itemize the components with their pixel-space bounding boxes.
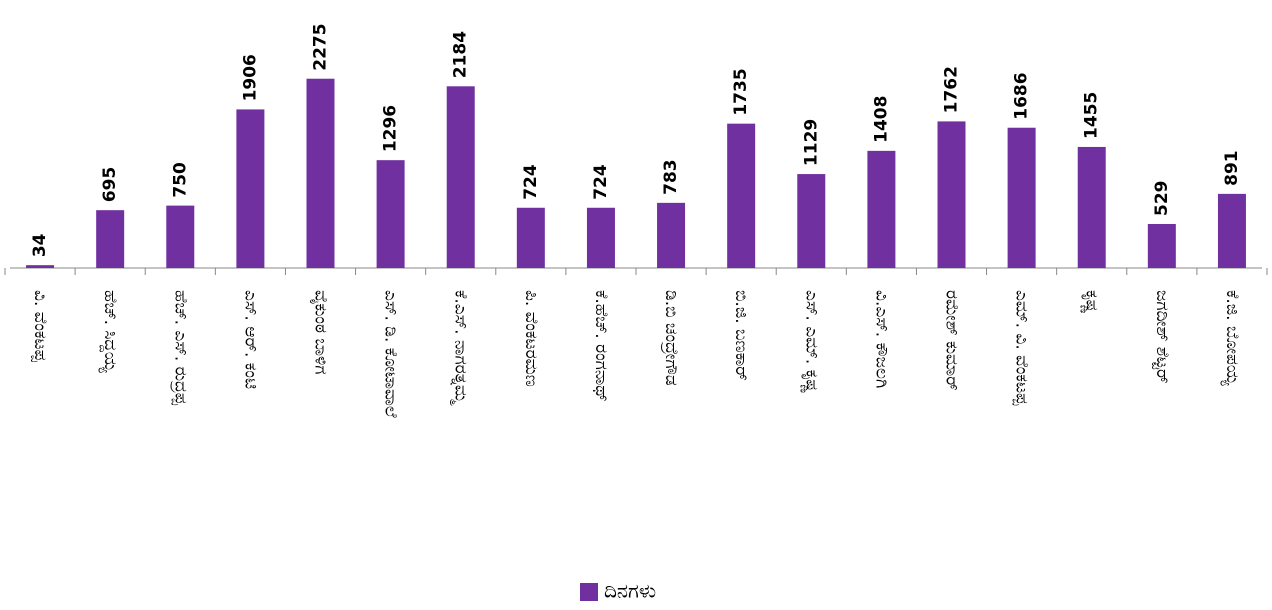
x-tick-label: ಜಗದೀಶ್ ಶೆಟ್ಟರ್ [1152, 290, 1172, 384]
bar [236, 109, 265, 268]
value-label: 783 [661, 159, 681, 195]
value-label: 1762 [942, 66, 962, 113]
value-label: 1455 [1082, 92, 1102, 139]
value-label: 750 [170, 162, 190, 198]
value-label: 34 [30, 233, 50, 257]
value-label: 1686 [1012, 72, 1032, 119]
x-tick-label: ಎಮ್. ವಿ. ವೆಂಕಟಪ್ಪ [1012, 290, 1032, 406]
bar [166, 205, 195, 268]
x-tick-label: ಕೃಷ್ಣ [1081, 290, 1102, 314]
bar [586, 207, 615, 268]
value-label: 1129 [801, 119, 821, 166]
x-tick-label: ಡಿ.ಬಿ ಚಂದ್ರೇಗೌಡ [661, 290, 681, 386]
value-label: 891 [1222, 150, 1242, 186]
x-tick-label: ವಿ.ಎಸ್. ಕೌಜಲಗಿ [871, 290, 891, 388]
x-tick-label: ವೈಕುಂಠ ಬಾಳಿಗ [310, 290, 331, 374]
legend-swatch [580, 583, 598, 601]
x-tick-label: ಹೆಚ್. ಸಿದ್ದಯ್ಯ [99, 290, 121, 373]
value-label: 1906 [240, 54, 260, 101]
bar [727, 123, 756, 268]
bar [306, 78, 335, 268]
bar [516, 207, 545, 268]
value-label: 724 [591, 164, 611, 200]
x-tick-label: ಕೆ.ಎಸ್. ನಾಗರತ್ನಮ್ಮ [450, 290, 471, 406]
x-tick-label: ರಮೇಶ್ ಕುಮಾರ್ [942, 290, 962, 391]
x-tick-label: ಹೆಚ್. ಎಸ್. ರುದ್ರಪ್ಪ [170, 290, 190, 406]
value-label: 1735 [731, 68, 751, 115]
value-label: 724 [521, 164, 541, 200]
bar [657, 202, 686, 268]
bar [867, 150, 896, 268]
bar [1217, 193, 1246, 268]
bar [446, 86, 475, 268]
x-tick-label: ಎಸ್. ಎಮ್. ಕೃಷ್ಣ [800, 290, 821, 393]
x-tick-label: ಪಿ. ವೆಂಕಟರಮಣ [521, 290, 541, 387]
bar [26, 265, 55, 268]
x-tick-label: ಕೆ.ಹೆಚ್. ರಂಗನಾಥ್ [591, 290, 611, 402]
legend-label: ದಿನಗಳು [604, 579, 656, 603]
bar [937, 121, 966, 268]
x-tick-label: ಕೆ.ಜಿ. ಬೋಪಯ್ಯ [1220, 290, 1242, 386]
bar [1007, 127, 1036, 269]
value-label: 1408 [871, 96, 891, 143]
value-label: 2184 [451, 31, 471, 78]
value-label: 1296 [381, 105, 401, 152]
x-tick-label: ವಿ. ವೆಂಕಟಪ್ಪ [30, 290, 50, 363]
value-label: 529 [1152, 180, 1172, 216]
bar [376, 160, 405, 268]
x-tick-label: ಎಸ್. ಡಿ. ಕೋಟಾವಾಲೆ [381, 290, 401, 418]
bar [797, 174, 826, 268]
value-label: 695 [100, 167, 120, 203]
bar [1147, 223, 1176, 268]
value-label: 2275 [311, 23, 331, 70]
bar [1077, 146, 1106, 268]
bar [96, 210, 125, 268]
x-tick-label: ಬಿ.ಜಿ. ಬಣಕಾರ್ [731, 290, 751, 381]
x-tick-label: ಎಸ್. ಆರ್. ಕಂಟಿ [240, 290, 260, 389]
